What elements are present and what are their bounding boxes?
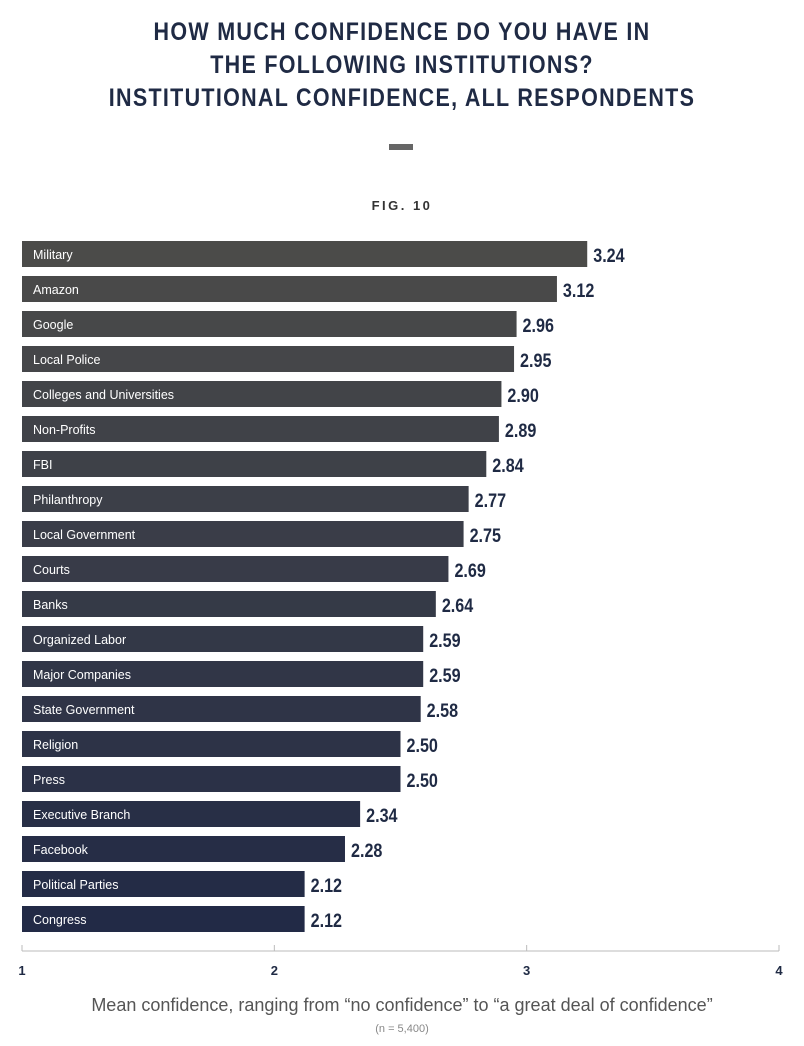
bar-value-label: 2.50 <box>407 735 439 757</box>
bar <box>22 276 557 302</box>
bar-value-label: 3.24 <box>593 245 625 267</box>
bar <box>22 381 502 407</box>
sample-size-note: (n = 5,400) <box>375 1023 429 1035</box>
figure-label: FIG. 10 <box>371 198 433 213</box>
bar-category-label: Banks <box>33 598 68 612</box>
x-tick-label: 1 <box>18 963 25 978</box>
bar-category-label: Congress <box>33 913 87 927</box>
bar-value-label: 2.12 <box>311 910 343 932</box>
bar-category-label: Executive Branch <box>33 808 130 822</box>
bar-chart: Military 3.24 Amazon 3.12 Google 2.96 Local Po… <box>18 241 783 978</box>
bar-value-label: 2.58 <box>427 700 459 722</box>
bar <box>22 626 424 652</box>
title-divider <box>389 144 413 150</box>
bar-category-label: Organized Labor <box>33 633 126 647</box>
bar <box>22 591 436 617</box>
bar-category-label: Courts <box>33 563 70 577</box>
bar-value-label: 2.95 <box>520 350 552 372</box>
bar <box>22 801 361 827</box>
bar-category-label: Religion <box>33 738 78 752</box>
bar-category-label: Major Companies <box>33 668 131 682</box>
x-tick-label: 3 <box>523 963 530 978</box>
bar-value-label: 2.77 <box>475 490 507 512</box>
bar-value-label: 3.12 <box>563 280 595 302</box>
chart-title: HOW MUCH CONFIDENCE DO YOU HAVE IN THE F… <box>56 16 747 115</box>
bar-value-label: 2.28 <box>351 840 383 862</box>
bar-value-label: 2.12 <box>311 875 343 897</box>
bar-value-label: 2.84 <box>492 455 524 477</box>
x-axis-label: Mean confidence, ranging from “no confid… <box>91 995 713 1015</box>
bar-value-label: 2.89 <box>505 420 537 442</box>
title-line-1: HOW MUCH CONFIDENCE DO YOU HAVE IN <box>153 18 651 46</box>
bar-category-label: Facebook <box>33 843 89 857</box>
bar-category-label: Colleges and Universities <box>33 388 174 402</box>
bar-category-label: State Government <box>33 703 135 717</box>
bar-value-label: 2.69 <box>454 560 486 582</box>
bar <box>22 836 345 862</box>
x-tick-label: 2 <box>271 963 278 978</box>
bar-category-label: Political Parties <box>33 878 118 892</box>
bar-category-label: FBI <box>33 458 52 472</box>
bar-value-label: 2.64 <box>442 595 474 617</box>
bar-value-label: 2.34 <box>366 805 398 827</box>
title-line-3: INSTITUTIONAL CONFIDENCE, ALL RESPONDENT… <box>108 84 696 112</box>
x-tick-label: 4 <box>775 963 783 978</box>
bar <box>22 416 499 442</box>
bar-category-label: Local Government <box>33 528 136 542</box>
bar <box>22 311 517 337</box>
bar <box>22 906 305 932</box>
bar <box>22 766 401 792</box>
bar-category-label: Google <box>33 318 73 332</box>
bar <box>22 871 305 897</box>
bar-value-label: 2.90 <box>507 385 539 407</box>
bar <box>22 346 515 372</box>
bar-category-label: Local Police <box>33 353 100 367</box>
bar <box>22 486 469 512</box>
bar <box>22 696 421 722</box>
bar <box>22 521 464 547</box>
bar-category-label: Philanthropy <box>33 493 103 507</box>
bar <box>22 241 588 267</box>
title-line-2: THE FOLLOWING INSTITUTIONS? <box>210 51 594 79</box>
bar <box>22 451 487 477</box>
bar-category-label: Military <box>33 248 73 262</box>
bar-value-label: 2.50 <box>407 770 439 792</box>
bar-value-label: 2.96 <box>523 315 555 337</box>
bar-value-label: 2.59 <box>429 630 461 652</box>
bar-category-label: Non-Profits <box>33 423 96 437</box>
bar <box>22 556 449 582</box>
bar <box>22 731 401 757</box>
bar-category-label: Amazon <box>33 283 79 297</box>
bar-value-label: 2.59 <box>429 665 461 687</box>
bar-value-label: 2.75 <box>470 525 502 547</box>
bar-category-label: Press <box>33 773 65 787</box>
bar <box>22 661 424 687</box>
